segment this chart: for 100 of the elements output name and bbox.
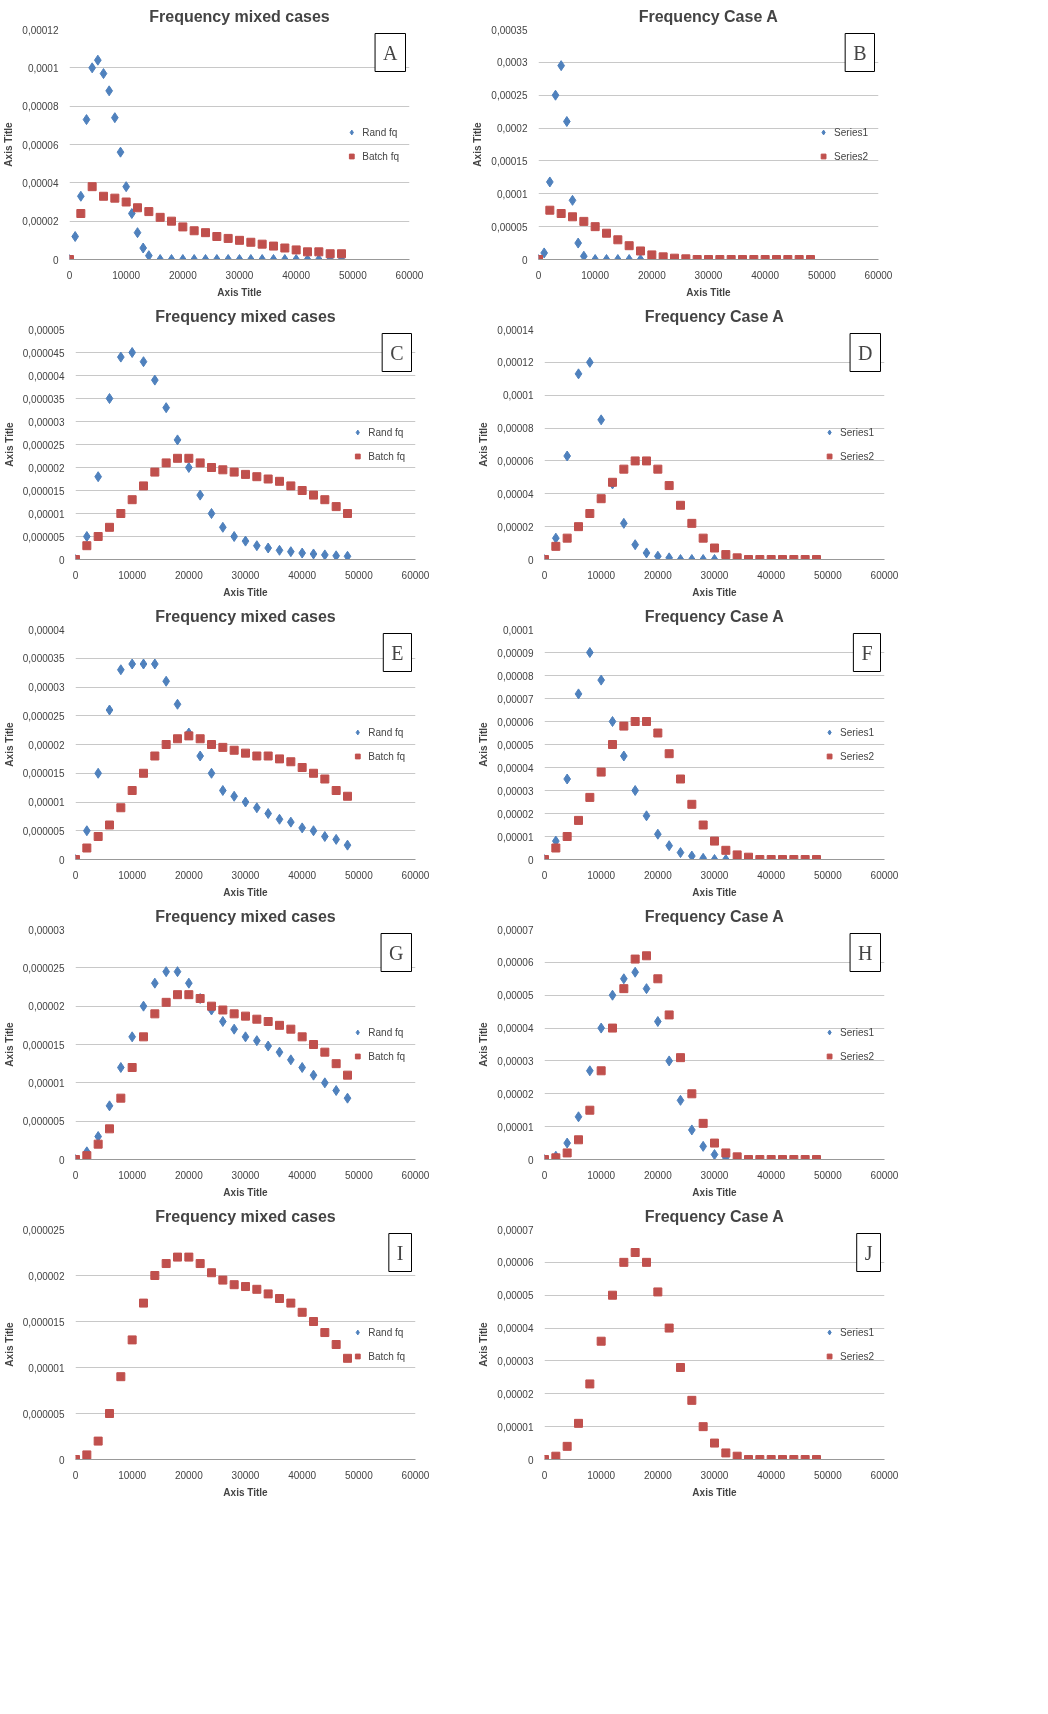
y-tick-label: 0,000025: [22, 710, 65, 722]
x-tick-label: 30000: [700, 1469, 729, 1481]
y-tick-label: 0,00003: [28, 416, 65, 428]
y-tick-label: 0,00005: [491, 221, 528, 233]
chart-title: Frequency Case A: [644, 607, 785, 625]
x-tick-label: 10000: [112, 269, 141, 281]
x-tick-label: 0: [541, 869, 548, 881]
x-tick-label: 40000: [757, 1469, 786, 1481]
x-tick-label: 20000: [168, 269, 198, 281]
x-tick-label: 0: [541, 1469, 548, 1481]
legend-label: Series1: [840, 426, 874, 438]
x-tick-label: 0: [535, 269, 542, 281]
y-tick-label: 0,00002: [497, 1088, 534, 1100]
x-tick-label: 40000: [282, 269, 311, 281]
annotation: A: [383, 41, 399, 64]
legend-label: Rand fq: [362, 126, 398, 138]
x-tick-label: 20000: [643, 869, 673, 881]
x-tick-label: 0: [72, 1469, 79, 1481]
y-axis-title: Axis Title: [3, 1321, 15, 1367]
y-tick-label: 0,0001: [496, 188, 528, 200]
annotation: D: [858, 341, 873, 364]
y-tick-label: 0,000035: [22, 653, 65, 665]
y-axis-title: Axis Title: [478, 1021, 490, 1067]
chart-title: Frequency mixed cases: [155, 307, 336, 325]
x-tick-label: 40000: [288, 1469, 317, 1481]
y-axis-title: Axis Title: [478, 1321, 490, 1367]
y-tick-label: 0,00002: [22, 216, 59, 228]
x-tick-label: 50000: [813, 1469, 843, 1481]
y-tick-label: 0,00002: [497, 808, 534, 820]
y-axis-title: Axis Title: [478, 721, 490, 767]
x-tick-label: 20000: [637, 269, 667, 281]
chart-title: Frequency Case A: [644, 307, 785, 325]
x-tick-label: 50000: [813, 1169, 843, 1181]
y-tick-label: 0,00025: [491, 90, 528, 102]
y-tick-label: 0,00001: [497, 831, 534, 843]
x-tick-label: 10000: [118, 569, 147, 581]
x-tick-label: 0: [541, 569, 548, 581]
y-axis-title: Axis Title: [3, 721, 15, 767]
y-tick-label: 0,00003: [497, 1355, 534, 1367]
legend-label: Series2: [840, 1050, 874, 1062]
y-axis-title: Axis Title: [3, 1021, 15, 1067]
legend-label: Batch fq: [362, 150, 399, 162]
y-tick-label: 0: [58, 554, 65, 566]
y-tick-label: 0,000005: [22, 1116, 65, 1128]
y-tick-label: 0: [58, 854, 65, 866]
y-tick-label: 0,00002: [497, 1388, 534, 1400]
y-tick-label: 0,000015: [22, 1316, 65, 1328]
x-tick-label: 50000: [813, 569, 843, 581]
chart-title: Frequency Case A: [644, 1207, 785, 1225]
annotation: B: [853, 41, 867, 64]
legend-label: Rand fq: [368, 1026, 404, 1038]
y-tick-label: 0,0003: [496, 57, 528, 69]
legend-label: Batch fq: [368, 750, 405, 762]
annotation: J: [864, 1241, 873, 1264]
y-tick-label: 0: [521, 254, 528, 266]
x-tick-label: 50000: [813, 869, 843, 881]
y-tick-label: 0,00007: [497, 693, 534, 705]
x-tick-label: 20000: [174, 1469, 204, 1481]
y-axis-title: Axis Title: [3, 121, 15, 167]
legend-label: Series2: [834, 150, 868, 162]
x-axis-title: Axis Title: [686, 286, 732, 298]
chart-title: Frequency Case A: [644, 907, 785, 925]
y-axis-title: Axis Title: [472, 121, 484, 167]
y-tick-label: 0,000015: [22, 1039, 65, 1051]
x-tick-label: 50000: [344, 569, 374, 581]
y-tick-label: 0,000005: [22, 531, 65, 543]
x-tick-label: 30000: [231, 1169, 260, 1181]
y-tick-label: 0,00003: [497, 785, 534, 797]
legend-label: Rand fq: [368, 1326, 404, 1338]
x-tick-label: 20000: [174, 1169, 204, 1181]
x-tick-label: 10000: [587, 1469, 616, 1481]
x-tick-label: 20000: [643, 569, 673, 581]
y-tick-label: 0,00014: [497, 324, 534, 336]
y-tick-label: 0,00006: [497, 716, 534, 728]
y-tick-label: 0,00008: [497, 423, 534, 435]
x-axis-title: Axis Title: [223, 1486, 269, 1498]
y-tick-label: 0,00001: [28, 1362, 65, 1374]
y-tick-label: 0,00004: [497, 762, 534, 774]
x-tick-label: 60000: [401, 569, 430, 581]
y-tick-label: 0,00035: [491, 24, 528, 36]
y-tick-label: 0,00012: [497, 357, 534, 369]
y-tick-label: 0,00007: [497, 924, 534, 936]
y-tick-label: 0,00002: [497, 521, 534, 533]
chart-title: Frequency mixed cases: [149, 7, 330, 25]
x-axis-title: Axis Title: [692, 1486, 738, 1498]
chart-title: Frequency mixed cases: [155, 1207, 336, 1225]
y-tick-label: 0,00005: [497, 990, 534, 1002]
legend-label: Batch fq: [368, 1350, 405, 1362]
x-tick-label: 20000: [174, 869, 204, 881]
annotation: C: [390, 341, 404, 364]
y-tick-label: 0,000015: [22, 768, 65, 780]
annotation: H: [858, 941, 873, 964]
y-tick-label: 0,00002: [28, 1001, 65, 1013]
legend-label: Batch fq: [368, 450, 405, 462]
y-tick-label: 0,00003: [28, 924, 65, 936]
x-tick-label: 30000: [700, 869, 729, 881]
y-tick-label: 0,00015: [491, 155, 528, 167]
y-axis-title: Axis Title: [3, 421, 15, 467]
x-tick-label: 10000: [587, 869, 616, 881]
legend-label: Rand fq: [368, 726, 404, 738]
